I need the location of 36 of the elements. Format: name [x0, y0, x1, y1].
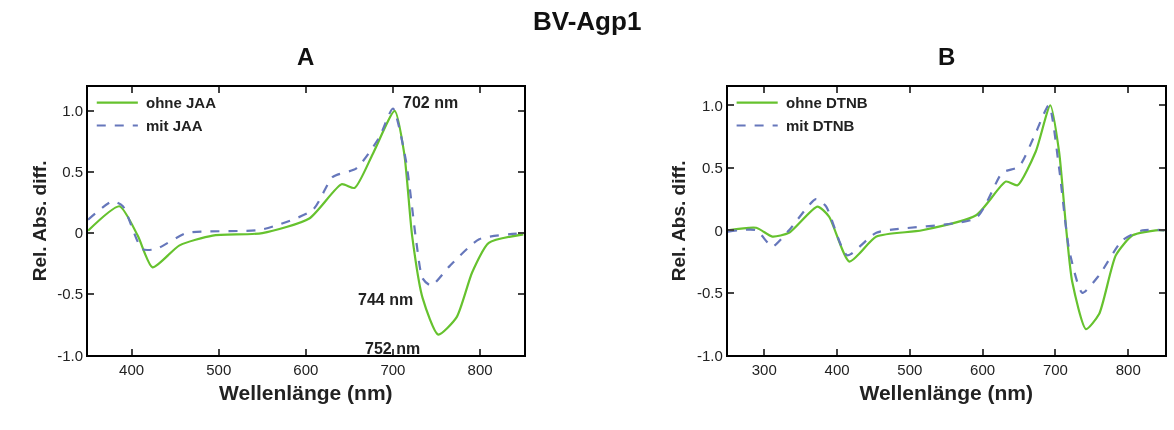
x-tick-label: 800	[1115, 361, 1141, 379]
legend-label: mit DTNB	[786, 117, 855, 134]
x-tick-label: 500	[897, 361, 923, 379]
x-tick-label: 700	[380, 361, 406, 379]
x-tick-label: 600	[293, 361, 319, 379]
x-tick-label: 600	[970, 361, 996, 379]
y-tick-label: 0	[74, 224, 84, 242]
annotation: 702 nm	[403, 94, 459, 111]
y-tick-label: -1.0	[57, 346, 84, 364]
x-tick-label: 400	[119, 361, 145, 379]
y-tick-label: 0.5	[702, 159, 723, 177]
y-tick-label: -1.0	[697, 346, 723, 364]
annotation: 752 nm	[365, 340, 421, 357]
legend-label: ohne DTNB	[786, 94, 868, 111]
legend-label: mit JAA	[146, 117, 203, 134]
text: BV-Agp1	[533, 6, 642, 36]
y-tick-label: 1.0	[62, 102, 84, 120]
chart-title: B	[938, 43, 956, 70]
y-axis-title: Rel. Abs. diff.	[668, 160, 690, 282]
y-tick-label: 1.0	[702, 96, 723, 114]
y-tick-label: 0.5	[62, 163, 84, 181]
line-series	[88, 109, 524, 336]
x-tick-label: 700	[1042, 361, 1068, 379]
x-axis-title: Wellenlänge (nm)	[219, 381, 393, 405]
x-tick-label: 400	[824, 361, 850, 379]
x-tick-label: 800	[467, 361, 493, 379]
legend-label: ohne JAA	[146, 94, 217, 111]
y-axis-title: Rel. Abs. diff.	[28, 160, 50, 282]
x-axis-title: Wellenlänge (nm)	[859, 381, 1033, 405]
y-tick-label: 0	[714, 221, 723, 239]
y-tick-label: -0.5	[57, 285, 84, 303]
y-tick-label: -0.5	[697, 284, 723, 302]
x-tick-label: 500	[206, 361, 232, 379]
annotation: 744 nm	[358, 291, 414, 308]
x-tick-label: 300	[751, 361, 777, 379]
chart-title: A	[297, 43, 315, 70]
